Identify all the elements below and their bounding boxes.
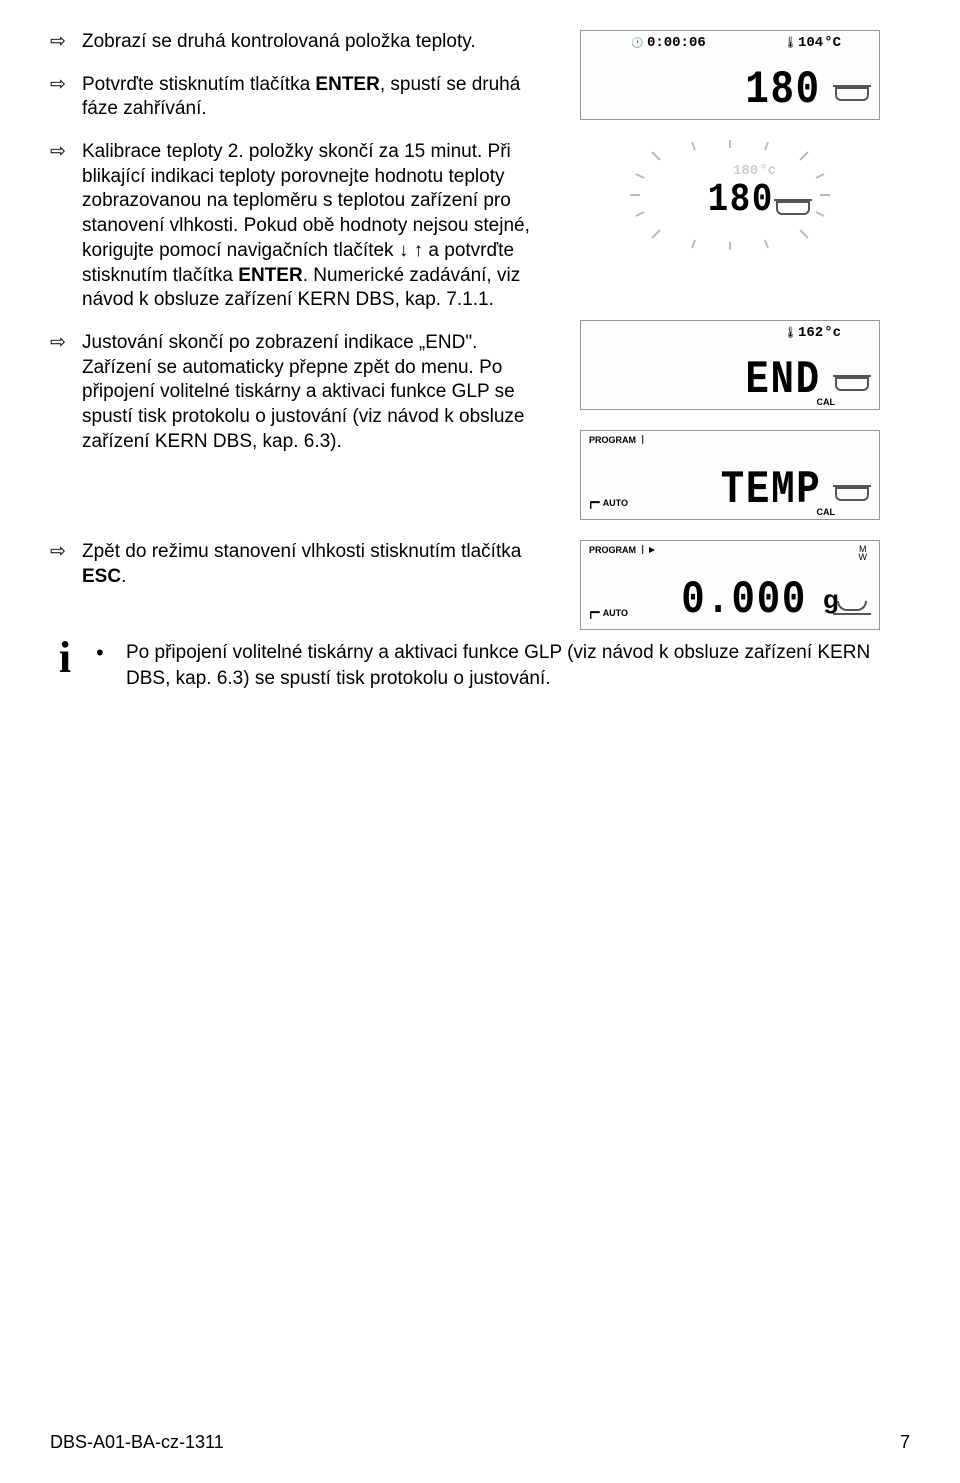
tray-stacked-icon [776,201,810,215]
thermometer-icon [784,36,797,50]
balance-tray-icon [835,597,869,611]
bullet-arrow-icon: ⇨ [50,73,72,122]
tray-icon [835,377,869,391]
enter-key-label: ENTER [238,265,302,286]
bullet-arrow-icon: ⇨ [50,30,72,55]
info-icon: i [50,640,80,675]
bullet-icon: • [96,642,110,664]
footer-doc-id: DBS-A01-BA-cz-1311 [50,1432,224,1453]
lcd-auto-label: AUTO [603,609,628,618]
step-text: Justování skončí po zobrazení indikace „… [82,331,550,454]
lcd-display-1: 0:00:06 104°C 180 [580,30,880,120]
lcd-display-3-end: 162°c END CAL [580,320,880,410]
step-text: Kalibrace teploty 2. položky skončí za 1… [82,140,550,313]
lcd-main-value: END [745,357,821,403]
lcd-program-label: PROGRAM [589,435,636,445]
lcd-main-value: 0.000 [681,577,807,623]
lcd-time: 0:00:06 [631,35,706,51]
arrow-right-icon [649,547,655,553]
footer-page-number: 7 [900,1432,910,1453]
lcd-cal-label: CAL [817,397,836,407]
lcd-display-5-weight: PROGRAM| MW ⌐AUTO 0.000 g [580,540,880,630]
lcd-small-temp: 162°c [784,325,842,341]
step-text: Potvrďte stisknutím tlačítka ENTER, spus… [82,73,550,122]
lcd-mw-label: MW [859,545,868,561]
step-end-indication: ⇨ Justování skončí po zobrazení indikace… [50,331,550,454]
info-text: Po připojení volitelné tiskárny a aktiva… [126,640,910,691]
bullet-arrow-icon: ⇨ [50,140,72,313]
bullet-arrow-icon: ⇨ [50,331,72,454]
clock-icon [631,36,643,50]
lcd-display-4-temp: PROGRAM| ⌐AUTO TEMP CAL [580,430,880,520]
lcd-auto-label: AUTO [603,499,628,508]
tray-icon [835,487,869,501]
info-note: i • Po připojení volitelné tiskárny a ak… [50,640,910,691]
nav-down-icon: ↓ [399,240,409,261]
step-text: Zpět do režimu stanovení vlhkosti stiskn… [82,540,550,589]
bullet-arrow-icon: ⇨ [50,540,72,589]
lcd-main-value: 180 [745,67,821,113]
step-back-esc: ⇨ Zpět do režimu stanovení vlhkosti stis… [50,540,550,589]
step-calibration-15min: ⇨ Kalibrace teploty 2. položky skončí za… [50,140,550,313]
step-confirm-enter: ⇨ Potvrďte stisknutím tlačítka ENTER, sp… [50,73,550,122]
step-display-second-item: ⇨ Zobrazí se druhá kontrolovaná položka … [50,30,550,55]
lcd-program-label: PROGRAM [589,545,636,555]
enter-key-label: ENTER [315,74,379,95]
lcd-main-value: TEMP [720,467,821,513]
tray-icon [835,87,869,101]
nav-up-icon: ↑ [414,240,424,261]
page-footer: DBS-A01-BA-cz-1311 7 [50,1432,910,1453]
lcd-small-temp: 180°c [733,163,776,179]
thermometer-icon [784,326,797,340]
lcd-display-2-blinking: 180°c 180 [580,140,880,250]
esc-key-label: ESC [82,566,121,587]
lcd-small-temp: 104°C [784,35,842,51]
step-text: Zobrazí se druhá kontrolovaná položka te… [82,30,550,55]
lcd-cal-label: CAL [817,507,836,517]
lcd-main-value: 180 [708,181,774,221]
